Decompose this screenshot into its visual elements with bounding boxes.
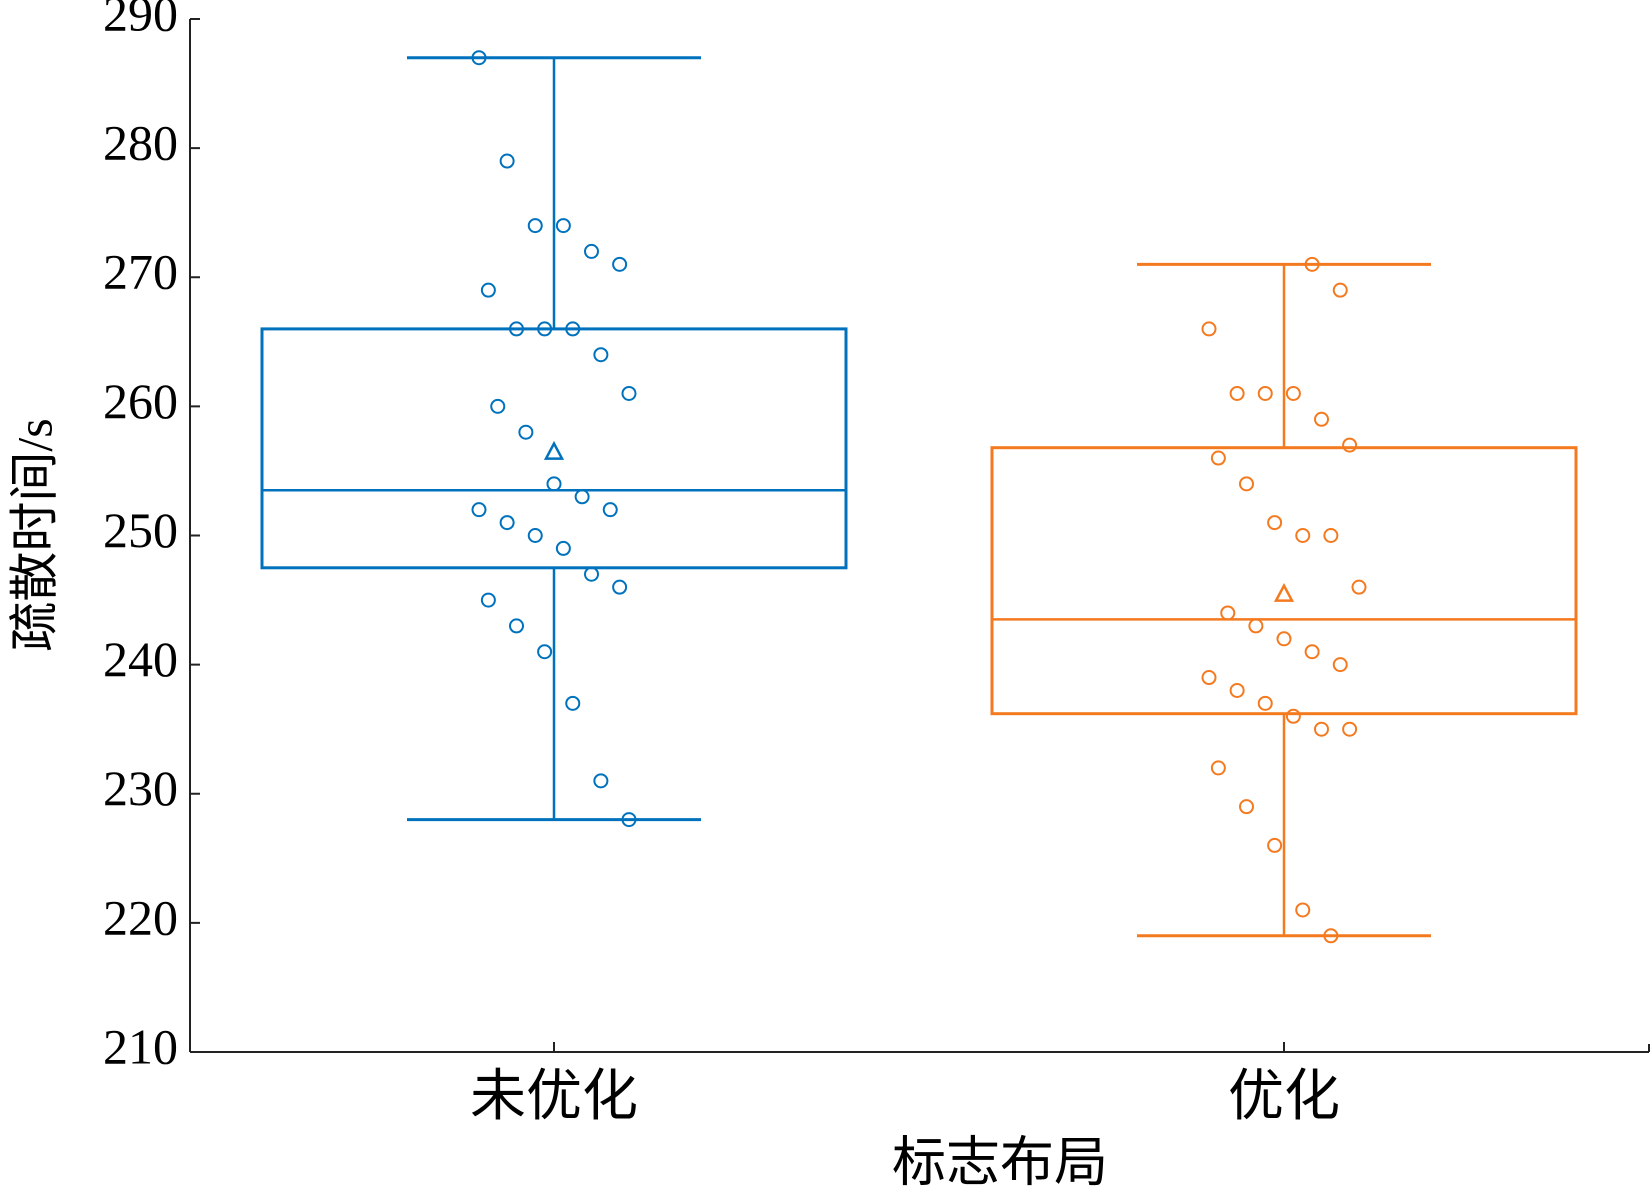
data-point bbox=[499, 515, 515, 531]
data-point bbox=[602, 502, 618, 518]
data-point bbox=[1267, 837, 1283, 853]
y-tick-label: 250 bbox=[103, 502, 178, 558]
data-point bbox=[1332, 657, 1348, 673]
mean-marker bbox=[1273, 582, 1295, 602]
data-point bbox=[612, 579, 628, 595]
data-point bbox=[621, 385, 637, 401]
data-point bbox=[527, 218, 543, 234]
data-point bbox=[1323, 928, 1339, 944]
data-point bbox=[574, 489, 590, 505]
data-point bbox=[1257, 695, 1273, 711]
y-tick-label: 240 bbox=[103, 631, 178, 687]
data-point bbox=[480, 282, 496, 298]
data-point bbox=[527, 528, 543, 543]
mean-marker bbox=[543, 440, 565, 460]
x-axis-label: 标志布局 bbox=[892, 1132, 1108, 1192]
data-point bbox=[565, 695, 581, 711]
data-point bbox=[1210, 760, 1226, 776]
box bbox=[260, 327, 848, 570]
data-point bbox=[1210, 450, 1226, 466]
y-tick-label: 270 bbox=[103, 244, 178, 300]
data-point bbox=[1342, 721, 1358, 737]
data-point bbox=[593, 347, 609, 363]
data-point bbox=[584, 243, 599, 259]
data-point bbox=[490, 398, 506, 414]
data-point bbox=[555, 218, 571, 234]
y-tick-label: 210 bbox=[103, 1018, 178, 1074]
data-point bbox=[546, 476, 562, 492]
data-point bbox=[1295, 528, 1311, 543]
data-point bbox=[537, 644, 553, 660]
box bbox=[990, 446, 1578, 716]
y-tick-label: 290 bbox=[103, 0, 178, 41]
data-point bbox=[1342, 437, 1358, 453]
data-point bbox=[1267, 515, 1283, 531]
data-point bbox=[1239, 476, 1254, 492]
data-point bbox=[1285, 385, 1301, 401]
y-tick-label: 220 bbox=[103, 889, 178, 945]
data-point bbox=[471, 502, 487, 518]
data-point bbox=[621, 812, 637, 828]
data-point bbox=[565, 321, 581, 337]
data-point bbox=[1351, 579, 1367, 595]
data-point bbox=[1323, 528, 1339, 543]
data-point bbox=[1220, 605, 1236, 621]
data-point bbox=[555, 540, 571, 556]
data-point bbox=[1229, 385, 1245, 401]
data-point bbox=[471, 50, 487, 66]
data-point bbox=[584, 566, 599, 582]
data-point bbox=[1332, 282, 1348, 298]
data-point bbox=[1239, 799, 1254, 815]
y-axis-label: 疏散时间/s bbox=[6, 418, 62, 651]
data-point bbox=[612, 256, 628, 272]
data-point bbox=[1229, 682, 1245, 698]
y-tick-label: 260 bbox=[103, 373, 178, 429]
data-point bbox=[537, 321, 553, 337]
data-point bbox=[499, 153, 515, 169]
x-tick-label: 未优化 bbox=[470, 1066, 638, 1128]
data-point bbox=[1257, 385, 1273, 401]
data-point bbox=[1304, 256, 1320, 272]
data-point bbox=[593, 773, 609, 789]
data-point bbox=[518, 424, 534, 440]
data-point bbox=[1314, 721, 1329, 737]
data-point bbox=[1201, 670, 1217, 686]
data-point bbox=[1276, 631, 1292, 647]
data-point bbox=[1248, 618, 1264, 634]
x-tick-label: 优化 bbox=[1228, 1066, 1340, 1128]
data-point bbox=[1285, 708, 1301, 724]
data-point bbox=[509, 618, 524, 634]
y-tick-label: 230 bbox=[103, 760, 178, 816]
y-tick-label: 280 bbox=[103, 115, 178, 171]
data-point bbox=[1295, 902, 1311, 918]
data-point bbox=[1304, 644, 1320, 660]
data-point bbox=[480, 592, 496, 608]
data-point bbox=[509, 321, 524, 337]
data-point bbox=[1201, 321, 1217, 337]
data-point bbox=[1314, 411, 1329, 427]
